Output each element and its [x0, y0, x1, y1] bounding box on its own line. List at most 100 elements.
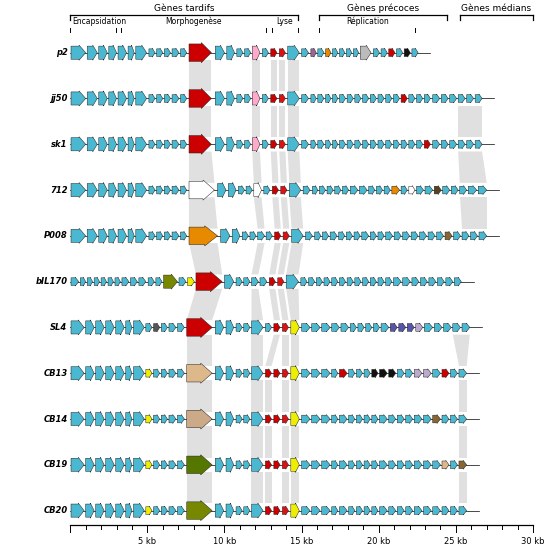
Polygon shape — [271, 60, 277, 91]
Polygon shape — [252, 380, 263, 412]
Polygon shape — [71, 366, 84, 381]
Polygon shape — [458, 152, 486, 183]
Polygon shape — [169, 506, 176, 515]
Polygon shape — [224, 274, 234, 289]
Polygon shape — [291, 472, 299, 503]
Polygon shape — [237, 48, 243, 57]
Polygon shape — [153, 369, 160, 378]
Polygon shape — [414, 369, 422, 378]
Polygon shape — [106, 320, 114, 335]
Polygon shape — [333, 48, 338, 57]
Polygon shape — [215, 137, 224, 152]
Polygon shape — [157, 232, 163, 240]
Polygon shape — [226, 503, 234, 518]
Polygon shape — [136, 182, 146, 198]
Polygon shape — [244, 414, 250, 423]
Polygon shape — [215, 45, 224, 60]
Polygon shape — [153, 414, 160, 423]
Polygon shape — [379, 414, 387, 423]
Polygon shape — [279, 48, 286, 57]
Polygon shape — [161, 461, 168, 469]
Polygon shape — [441, 94, 448, 103]
Polygon shape — [128, 182, 134, 198]
Polygon shape — [333, 94, 338, 103]
Polygon shape — [286, 243, 303, 274]
Polygon shape — [258, 232, 265, 240]
Polygon shape — [260, 277, 267, 286]
Polygon shape — [409, 140, 415, 149]
Polygon shape — [153, 323, 160, 332]
Polygon shape — [279, 60, 286, 91]
Polygon shape — [86, 503, 94, 518]
Polygon shape — [357, 414, 363, 423]
Polygon shape — [332, 369, 338, 378]
Polygon shape — [71, 182, 86, 198]
Polygon shape — [189, 106, 211, 137]
Polygon shape — [279, 140, 286, 149]
Polygon shape — [288, 91, 299, 106]
Polygon shape — [458, 140, 465, 149]
Polygon shape — [252, 243, 265, 274]
Polygon shape — [271, 48, 277, 57]
Polygon shape — [385, 94, 392, 103]
Polygon shape — [459, 472, 467, 503]
Polygon shape — [468, 186, 477, 194]
Text: p2: p2 — [56, 48, 68, 57]
Polygon shape — [332, 277, 338, 286]
Polygon shape — [226, 366, 234, 381]
Polygon shape — [322, 323, 330, 332]
Polygon shape — [414, 414, 422, 423]
Polygon shape — [189, 226, 217, 246]
Polygon shape — [262, 94, 269, 103]
Polygon shape — [99, 182, 107, 198]
Polygon shape — [265, 323, 271, 332]
Polygon shape — [265, 472, 271, 503]
Polygon shape — [237, 140, 243, 149]
Polygon shape — [442, 414, 449, 423]
Polygon shape — [227, 45, 235, 60]
Polygon shape — [384, 186, 390, 194]
Polygon shape — [274, 461, 280, 469]
Polygon shape — [136, 228, 146, 243]
Polygon shape — [281, 197, 289, 228]
Polygon shape — [340, 94, 346, 103]
Polygon shape — [262, 48, 269, 57]
Polygon shape — [116, 320, 124, 335]
Polygon shape — [221, 228, 230, 243]
Polygon shape — [126, 412, 132, 427]
Polygon shape — [108, 277, 114, 286]
Polygon shape — [406, 369, 413, 378]
Polygon shape — [441, 140, 448, 149]
Polygon shape — [250, 232, 256, 240]
Polygon shape — [265, 461, 271, 469]
Polygon shape — [357, 506, 363, 515]
Polygon shape — [96, 503, 104, 518]
Polygon shape — [420, 277, 428, 286]
Polygon shape — [443, 323, 451, 332]
Polygon shape — [349, 506, 355, 515]
Polygon shape — [106, 412, 114, 427]
Polygon shape — [187, 455, 212, 475]
Polygon shape — [228, 182, 236, 198]
Polygon shape — [109, 137, 116, 152]
Polygon shape — [424, 140, 430, 149]
Polygon shape — [272, 197, 281, 228]
Polygon shape — [128, 45, 134, 60]
Polygon shape — [359, 186, 367, 194]
Text: CB13: CB13 — [43, 369, 68, 378]
Text: 5 kb: 5 kb — [138, 537, 157, 546]
Polygon shape — [401, 140, 407, 149]
Text: 10 kb: 10 kb — [213, 537, 236, 546]
Polygon shape — [71, 320, 84, 335]
Polygon shape — [244, 323, 250, 332]
Polygon shape — [161, 414, 168, 423]
Polygon shape — [459, 369, 467, 378]
Polygon shape — [404, 48, 411, 57]
Polygon shape — [324, 277, 330, 286]
Polygon shape — [269, 289, 280, 320]
Polygon shape — [394, 94, 400, 103]
Polygon shape — [332, 461, 338, 469]
Polygon shape — [282, 335, 288, 366]
Polygon shape — [327, 186, 333, 194]
Polygon shape — [442, 461, 449, 469]
